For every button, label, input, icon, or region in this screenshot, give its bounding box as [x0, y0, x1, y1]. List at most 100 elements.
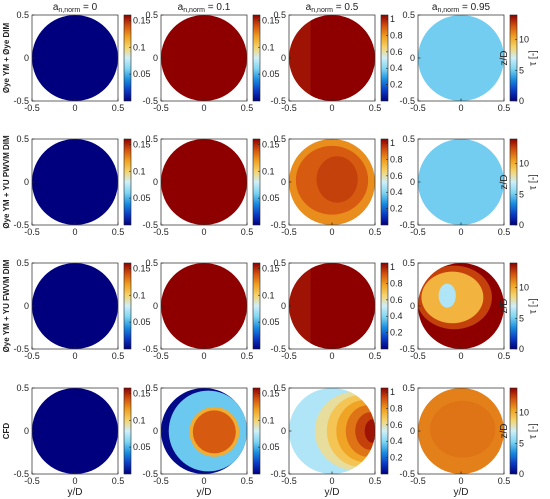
colorbar-tick-label: 0.8: [390, 403, 403, 413]
y-tick-label: 0.5: [402, 10, 415, 20]
x-tick-label: 0.5: [498, 227, 511, 237]
colorbar: [380, 138, 389, 226]
colorbar-label: τ [-]: [528, 423, 539, 439]
colorbar: [509, 14, 518, 102]
y-tick-label: 0.5: [273, 10, 286, 20]
panel: -0.5 0 0.5 -0.5 0 0.5 0.05 0.1 0.15: [13, 258, 150, 361]
y-tick-label: -0.5: [13, 344, 29, 354]
x-tick-label: 0.5: [369, 476, 382, 486]
y-tick-label: 0: [281, 426, 286, 436]
colorbar-tick-label: 0.4: [390, 63, 403, 73]
x-tick-label: -0.5: [410, 103, 426, 113]
contour-region: [192, 410, 236, 454]
row-labels: Øye YM + Øye DIM Øye YM + YU PWVM DIM Øye …: [2, 23, 11, 440]
colorbar: [123, 138, 132, 226]
y-tick-label: 0: [410, 301, 415, 311]
y-tick-label: 0: [153, 426, 158, 436]
x-axis-label: y/D: [68, 487, 83, 498]
contour-region: [316, 156, 358, 203]
panel: -0.5 0 0.5 -0.5 0 0.5 0.05 0.1 0.15: [13, 134, 150, 237]
colorbar-tick-label: 10: [519, 408, 529, 418]
y-tick-label: 0.5: [16, 10, 29, 20]
colorbar: [252, 14, 261, 102]
y-tick-label: 0.5: [145, 10, 158, 20]
y-tick-label: -0.5: [399, 96, 415, 106]
x-tick-label: 0.5: [369, 227, 382, 237]
panel: -0.5 0 0.5 -0.5 0 0.5 0.2 0.4 0.6 0.8 1: [270, 258, 402, 361]
x-tick-label: 0: [201, 476, 206, 486]
y-tick-label: -0.5: [142, 469, 158, 479]
x-tick-label: 0.5: [498, 476, 511, 486]
x-tick-label: 0: [458, 351, 463, 361]
y-tick-label: 0: [410, 177, 415, 187]
colorbar-tick-label: 0.15: [133, 263, 151, 273]
colorbar: [509, 262, 518, 350]
y-tick-label: -0.5: [142, 344, 158, 354]
rotor-disc: [418, 15, 504, 101]
colorbar-tick-label: 1: [390, 14, 395, 24]
x-tick-label: -0.5: [153, 103, 169, 113]
y-tick-label: 0.5: [402, 134, 415, 144]
contour-region: [430, 400, 496, 458]
panel: -0.5 0 0.5 -0.5 0 0.5 0 5 10 z/D τ [-]: [399, 134, 539, 237]
colorbar-tick-label: 0.1: [262, 166, 275, 176]
colorbar-label: τ [-]: [528, 174, 539, 190]
column-title: an,norm = 0.1: [178, 2, 231, 14]
y-tick-label: 0: [24, 177, 29, 187]
colorbar: [252, 138, 261, 226]
colorbar-tick-label: 0: [519, 96, 524, 106]
colorbar-tick-label: 0: [519, 344, 524, 354]
panel: -0.5 0 0.5 -0.5 0 0.5 0.05 0.1 0.15: [142, 258, 279, 361]
colorbar-tick-label: 0.6: [390, 47, 403, 57]
y-tick-label: 0: [24, 53, 29, 63]
x-tick-label: -0.5: [24, 103, 40, 113]
y-tick-label: 0.5: [273, 383, 286, 393]
y-tick-label: -0.5: [270, 469, 286, 479]
x-tick-label: 0.5: [241, 351, 254, 361]
colorbar-label: τ [-]: [528, 298, 539, 314]
panel: -0.5 0 0.5 -0.5 0 0.5 0.05 0.1 0.15: [142, 10, 279, 113]
rotor-disc: [161, 15, 247, 101]
row-label: Øye YM + YU FWVM DIM: [2, 259, 11, 352]
colorbar: [252, 262, 261, 350]
y-tick-label: 0: [153, 177, 158, 187]
rotor-disc: [32, 139, 118, 225]
colorbar-tick-label: 0.6: [390, 171, 403, 181]
y-tick-label: 0: [153, 53, 158, 63]
x-tick-label: -0.5: [281, 103, 297, 113]
colorbar-tick-label: 0.15: [133, 139, 151, 149]
colorbar-tick-label: 0.4: [390, 311, 403, 321]
y-tick-label: 0.5: [402, 383, 415, 393]
x-tick-label: -0.5: [24, 227, 40, 237]
colorbar-tick-label: 0.6: [390, 420, 403, 430]
panel: -0.5 0 0.5 -0.5 0 0.5 0.05 0.1 0.15: [142, 134, 279, 237]
panel: -0.5 0 0.5 -0.5 0 0.5 y/D 0.05 0.1 0.15: [13, 383, 150, 498]
panels: -0.5 0 0.5-0.500.50.050.10.15-0.5 0 0.5-0.50…: [13, 10, 539, 498]
y-tick-label: 0.5: [402, 258, 415, 268]
x-tick-label: -0.5: [281, 476, 297, 486]
panel: -0.5 0 0.5 -0.5 0 0.5 0.05 0.1 0.15: [13, 10, 150, 113]
y-tick-label: -0.5: [399, 220, 415, 230]
y-tick-label: 0.5: [16, 258, 29, 268]
y-tick-label: -0.5: [399, 469, 415, 479]
colorbar-tick-label: 0.15: [262, 263, 280, 273]
colorbar-tick-label: 0.2: [390, 328, 403, 338]
colorbar-tick-label: 1: [390, 138, 395, 148]
rotor-disc: [161, 263, 247, 349]
contour-region: [364, 418, 375, 444]
row-label: CFD: [2, 423, 11, 440]
column-title: an,norm = 0.95: [432, 2, 491, 14]
y-tick-label: -0.5: [270, 220, 286, 230]
colorbar: [509, 138, 518, 226]
colorbar-tick-label: 0.05: [133, 193, 151, 203]
y-axis-label: z/D: [499, 299, 510, 314]
colorbar-tick-label: 0.1: [133, 166, 146, 176]
x-tick-label: 0.5: [241, 103, 254, 113]
x-tick-label: 0: [329, 103, 334, 113]
rotor-disc: [32, 388, 118, 474]
panel: -0.5 0 0.5 -0.5 0 0.5 y/D 0.2 0.4 0.6 0.8 1: [270, 383, 402, 498]
x-tick-label: -0.5: [153, 476, 169, 486]
colorbar: [509, 387, 518, 475]
colorbar-tick-label: 0.05: [133, 317, 151, 327]
